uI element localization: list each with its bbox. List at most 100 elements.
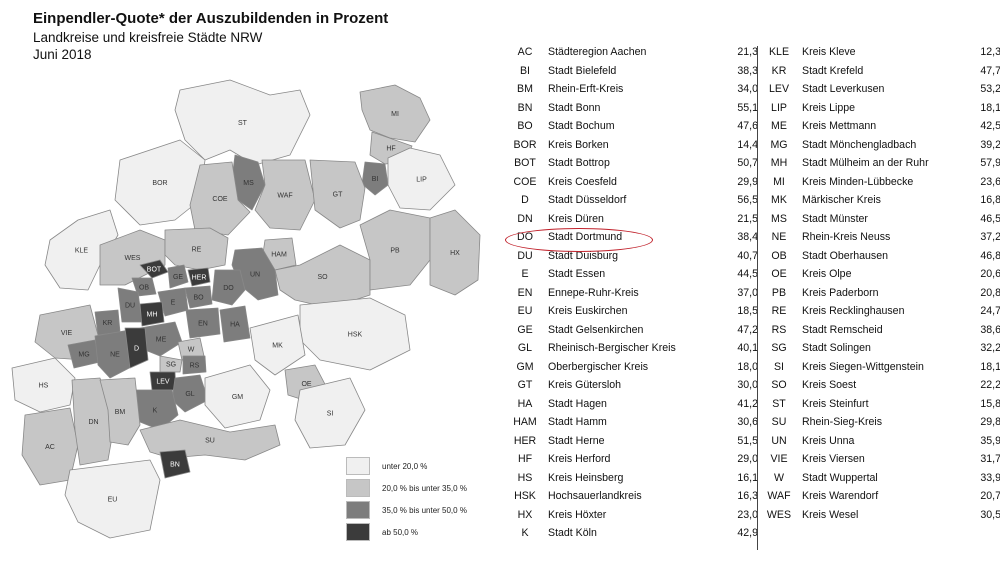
cell-code: GL xyxy=(517,342,533,354)
map-label-gt: GT xyxy=(333,192,343,199)
cell-value: 57,9 xyxy=(980,157,1000,169)
region-SG[interactable] xyxy=(159,355,183,373)
table-row: WES Kreis Wesel 30,5 xyxy=(764,506,1000,525)
cell-value: 21,5 xyxy=(737,212,758,225)
region-MK[interactable] xyxy=(249,314,306,376)
cell-code: BN xyxy=(517,101,533,114)
cell-code: D xyxy=(521,194,529,206)
cell-name: Stadt Essen xyxy=(548,268,606,280)
map-label-ac: AC xyxy=(45,444,55,451)
region-EN[interactable] xyxy=(185,307,221,339)
cell-name: Kreis Herford xyxy=(548,453,611,465)
cell-value: 38,4 xyxy=(737,231,758,243)
map-label-un: UN xyxy=(250,272,260,279)
cell-name: Stadt Mülheim an der Ruhr xyxy=(802,157,929,169)
cell-code: RS xyxy=(771,323,787,336)
region-MI[interactable] xyxy=(359,84,431,143)
region-HA[interactable] xyxy=(219,305,251,343)
cell-code: VIE xyxy=(770,453,788,465)
cell-value: 18,5 xyxy=(737,305,758,317)
region-PB[interactable] xyxy=(359,209,431,291)
map-label-en: EN xyxy=(198,321,208,328)
table-row: GE Stadt Gelsenkirchen 47,2 xyxy=(510,321,758,340)
table-row: BI Stadt Bielefeld 38,3 xyxy=(510,62,758,81)
cell-code: DU xyxy=(517,249,533,262)
cell-code: SU xyxy=(771,416,787,428)
region-SU[interactable] xyxy=(139,419,281,461)
region-EU[interactable] xyxy=(64,459,161,539)
cell-code: EN xyxy=(517,286,533,299)
cell-code: ST xyxy=(772,397,786,410)
cell-code: BM xyxy=(517,83,533,95)
cell-name: Kreis Düren xyxy=(548,212,604,225)
cell-code: LIP xyxy=(771,101,787,114)
cell-value: 47,2 xyxy=(737,323,758,336)
table-row: SU Rhein-Sieg-Kreis 29,8 xyxy=(764,413,1000,432)
region-COE[interactable] xyxy=(189,161,251,236)
cell-value: 18,1 xyxy=(980,101,1000,114)
table-row: HER Stadt Herne 51,5 xyxy=(510,432,758,451)
cell-code: HX xyxy=(517,508,533,521)
cell-name: Kreis Warendorf xyxy=(802,490,879,502)
region-LIP[interactable] xyxy=(387,147,456,211)
table-row: KLE Kreis Kleve 12,3 xyxy=(764,43,1000,62)
cell-code: LEV xyxy=(768,83,790,95)
region-D[interactable] xyxy=(124,327,149,369)
region-HS[interactable] xyxy=(11,357,76,413)
cell-code: ME xyxy=(771,120,787,132)
region-SI[interactable] xyxy=(294,377,366,449)
cell-name: Stadt Mönchengladbach xyxy=(802,138,917,151)
region-HER[interactable] xyxy=(187,267,211,287)
region-WAF[interactable] xyxy=(254,159,316,231)
cell-value: 20,7 xyxy=(980,490,1000,502)
region-GM[interactable] xyxy=(204,364,271,429)
region-DN[interactable] xyxy=(71,377,116,466)
map-label-eu: EU xyxy=(108,497,118,504)
region-RS[interactable] xyxy=(182,355,207,375)
region-HX[interactable] xyxy=(429,209,481,296)
cell-name: Stadt Düsseldorf xyxy=(548,194,627,206)
map-label-me: ME xyxy=(156,337,167,344)
region-MH[interactable] xyxy=(139,301,165,327)
cell-name: Kreis Siegen-Wittgenstein xyxy=(802,360,924,373)
cell-name: Kreis Mettmann xyxy=(802,120,877,132)
cell-code: UN xyxy=(771,434,787,447)
cell-name: Kreis Paderborn xyxy=(802,286,879,299)
map-label-du: DU xyxy=(125,303,135,310)
cell-name: Kreis Heinsberg xyxy=(548,471,624,484)
region-GE[interactable] xyxy=(167,264,189,289)
region-DO[interactable] xyxy=(211,269,246,306)
region-BM[interactable] xyxy=(99,377,141,446)
map-label-vie: VIE xyxy=(61,330,73,337)
region-BI[interactable] xyxy=(361,161,389,196)
legend-label: 35,0 % bis unter 50,0 % xyxy=(382,505,467,515)
cell-code: COE xyxy=(513,175,537,188)
cell-value: 12,3 xyxy=(980,46,1000,58)
highlight-ring-dortmund xyxy=(505,228,653,252)
map-label-mk: MK xyxy=(272,343,283,350)
region-NE[interactable] xyxy=(94,329,136,379)
cell-value: 30,6 xyxy=(737,416,758,428)
region-RE[interactable] xyxy=(164,227,229,271)
table-row: BN Stadt Bonn 55,1 xyxy=(510,99,758,118)
legend-row: unter 20,0 % xyxy=(346,455,467,477)
cell-code: HER xyxy=(513,434,537,447)
legend-swatch-35-50 xyxy=(346,501,370,519)
cell-value: 16,3 xyxy=(737,490,758,502)
cell-code: MH xyxy=(770,157,788,169)
region-BO[interactable] xyxy=(184,285,213,309)
region-GT[interactable] xyxy=(309,159,366,229)
cell-value: 14,4 xyxy=(737,138,758,151)
cell-value: 38,3 xyxy=(737,64,758,77)
cell-name: Kreis Minden-Lübbecke xyxy=(802,175,914,188)
cell-value: 38,6 xyxy=(980,323,1000,336)
cell-code: MG xyxy=(770,138,788,151)
cell-value: 15,8 xyxy=(980,397,1000,410)
region-OB[interactable] xyxy=(131,277,157,297)
region-SO[interactable] xyxy=(274,244,371,309)
table-row: KR Stadt Krefeld 47,7 xyxy=(764,62,1000,81)
region-BN[interactable] xyxy=(159,449,191,479)
cell-value: 18,1 xyxy=(980,360,1000,373)
cell-code: DN xyxy=(517,212,533,225)
region-BOR[interactable] xyxy=(114,139,206,226)
